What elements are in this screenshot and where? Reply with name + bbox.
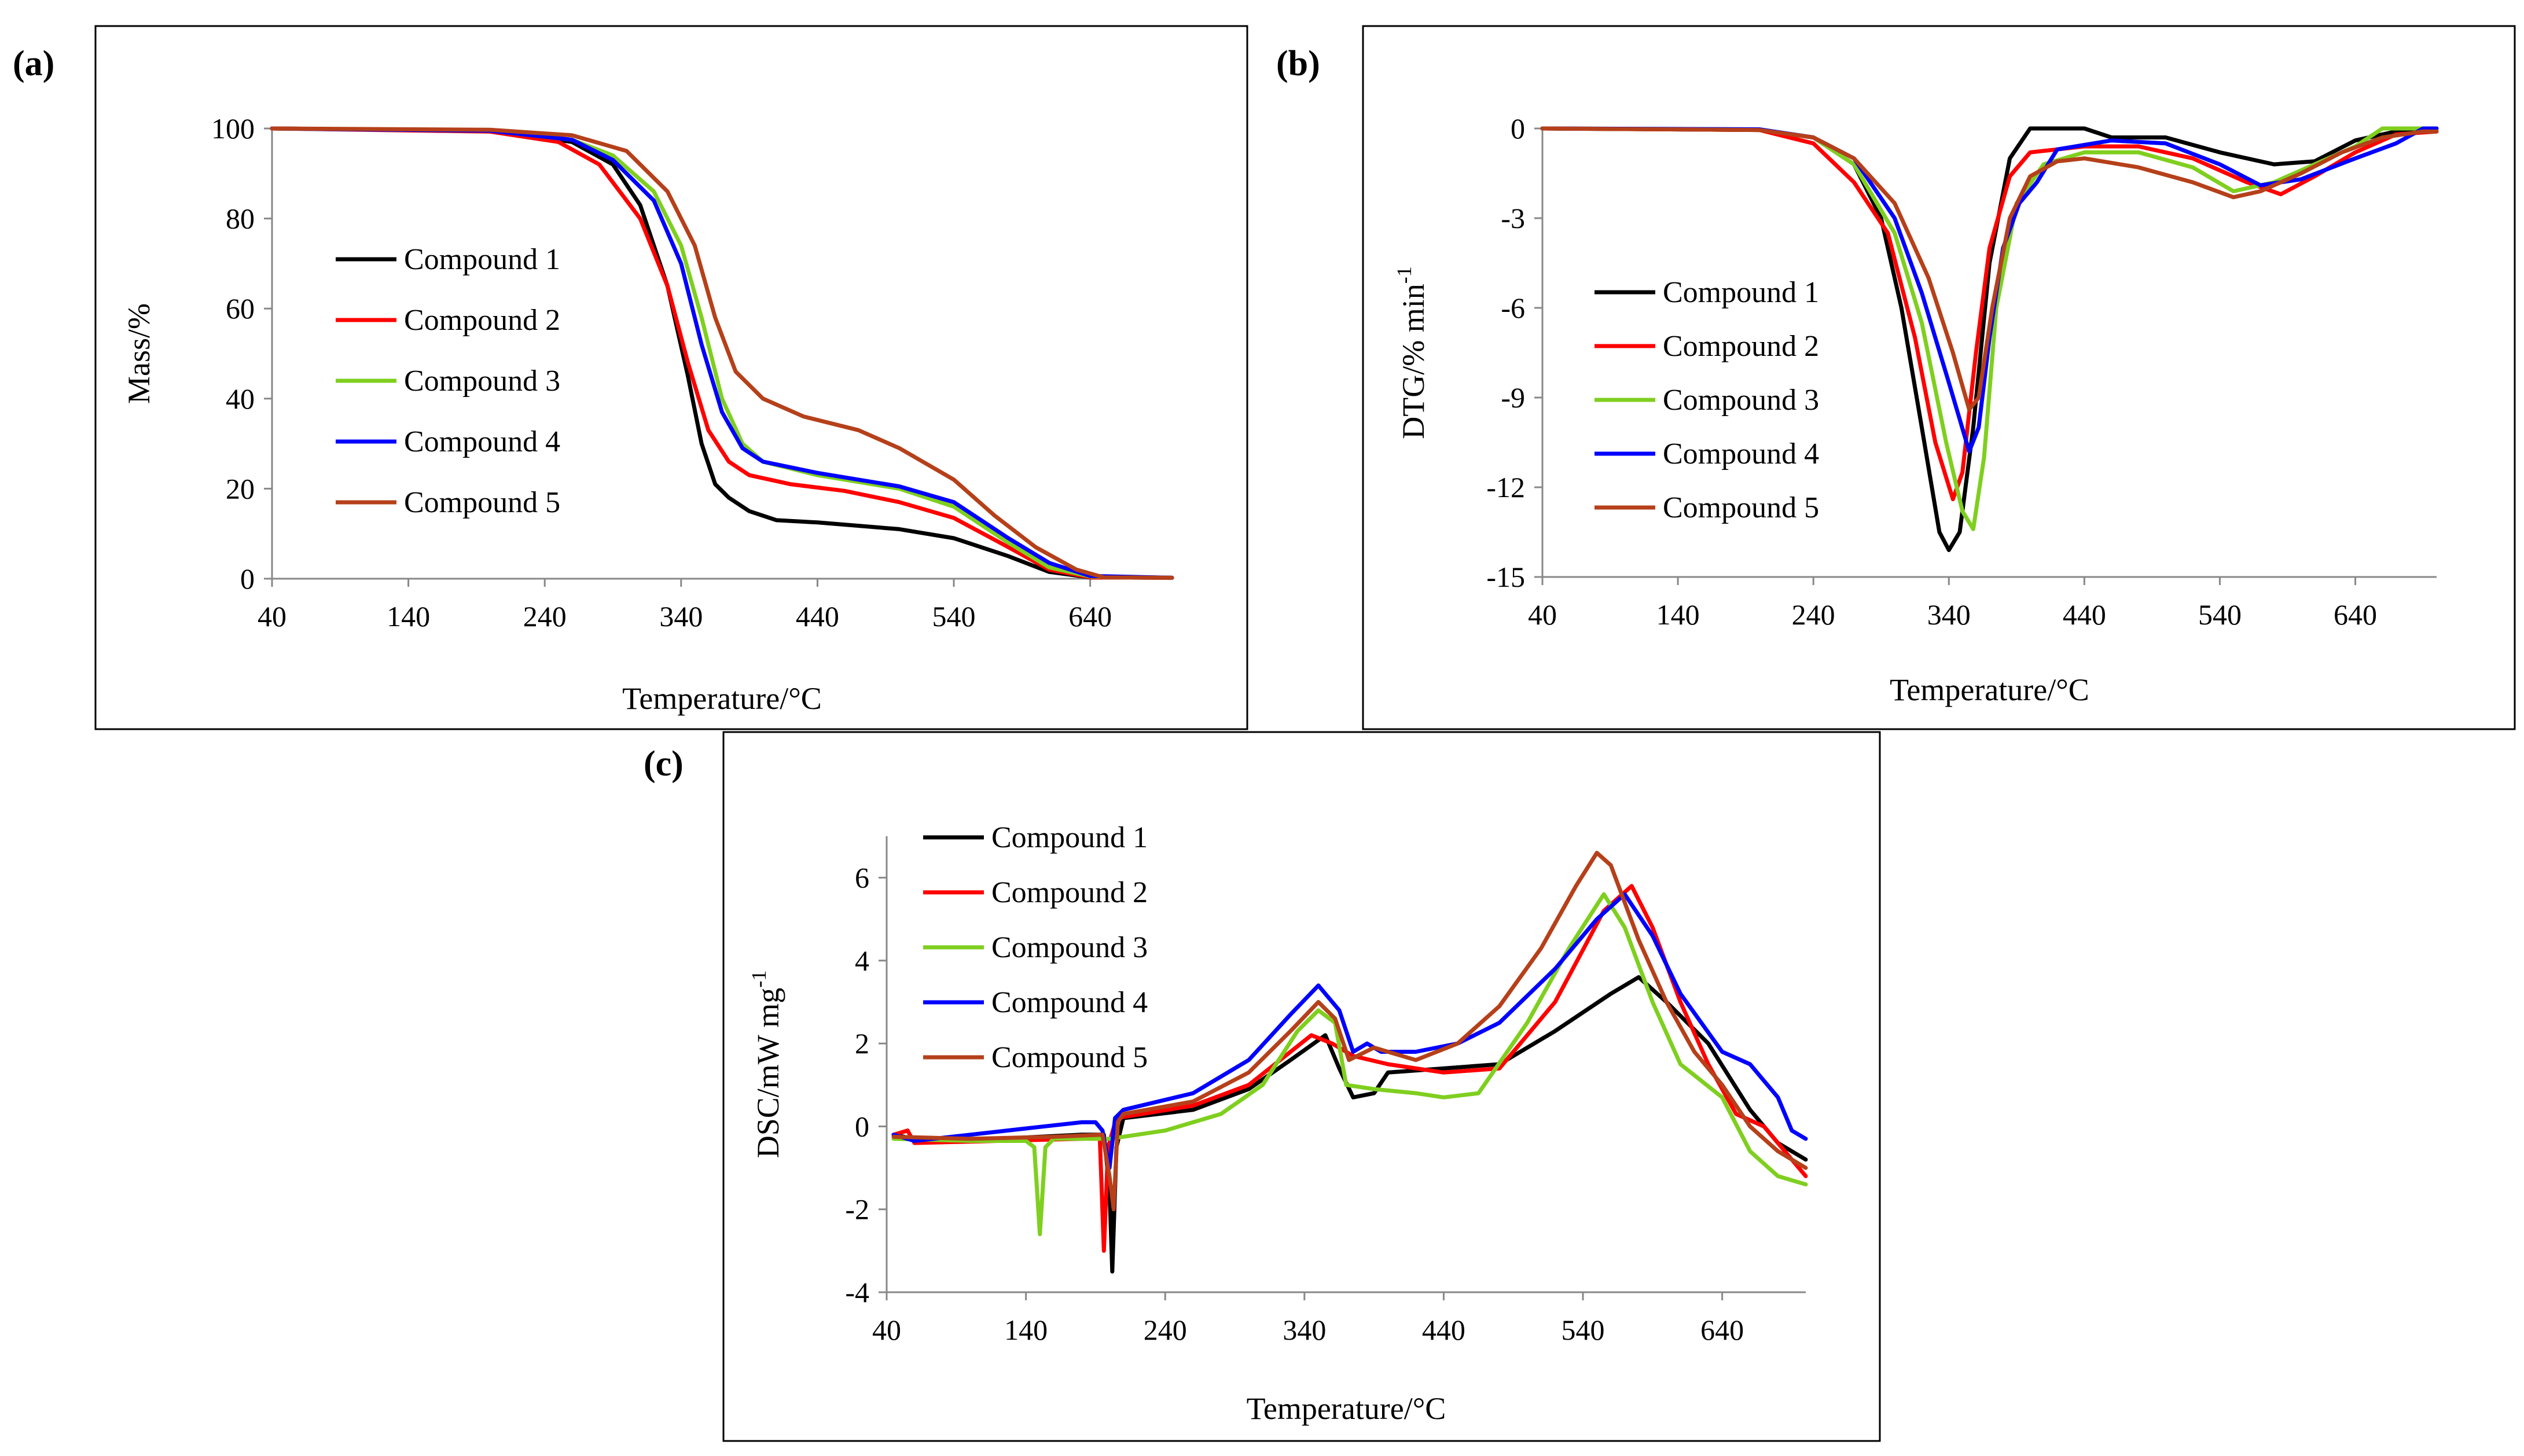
y-tick-label: 80 xyxy=(226,203,255,235)
series-line-compound-1 xyxy=(270,126,1174,580)
legend-label-compound-4: Compound 4 xyxy=(991,986,1148,1019)
series-line-compound-3 xyxy=(1540,126,2439,531)
y-tick-label: 6 xyxy=(855,862,869,894)
x-tick-label: 240 xyxy=(1792,598,1835,631)
y-tick-label: 100 xyxy=(211,112,255,145)
legend-label-compound-1: Compound 1 xyxy=(1663,276,1819,309)
y-tick-label: -9 xyxy=(1501,381,1525,414)
legend-label-compound-3: Compound 3 xyxy=(1663,384,1819,417)
x-tick-label: 140 xyxy=(1656,598,1700,631)
series-line-compound-2 xyxy=(270,126,1174,580)
legend-label-compound-5: Compound 5 xyxy=(1663,491,1819,524)
panel-a-tga: (a) 0 20 40 60 80 100 40 140 240 340 440 540 640 Temp… xyxy=(13,25,1248,730)
panel-a-frame xyxy=(94,25,1248,730)
y-tick-label: 20 xyxy=(226,472,255,505)
x-tick-label: 240 xyxy=(523,600,567,633)
x-tick-label: 440 xyxy=(2063,598,2106,631)
x-axis-title: Temperature/°C xyxy=(622,681,822,716)
y-axis-title: DSC/mW mg-1 xyxy=(747,970,785,1159)
panel-c-frame xyxy=(722,731,1881,1442)
y-tick-label: 0 xyxy=(240,562,255,595)
legend-label-compound-5: Compound 5 xyxy=(991,1041,1148,1074)
x-tick-label: 540 xyxy=(2198,598,2242,631)
y-tick-label: -6 xyxy=(1501,292,1525,324)
series-line-compound-4 xyxy=(891,892,1808,1170)
legend-label-compound-3: Compound 3 xyxy=(991,931,1148,964)
series-line-compound-5 xyxy=(270,126,1174,580)
series-line-compound-4 xyxy=(270,126,1174,580)
x-tick-label: 40 xyxy=(872,1314,901,1346)
y-tick-label: 40 xyxy=(226,383,255,415)
legend-label-compound-2: Compound 2 xyxy=(991,876,1148,909)
legend-label-compound-2: Compound 2 xyxy=(404,304,560,337)
legend-label-compound-5: Compound 5 xyxy=(404,486,560,519)
panel-b-frame xyxy=(1362,25,2516,730)
series-line-compound-5 xyxy=(891,851,1808,1212)
x-tick-label: 440 xyxy=(796,600,839,633)
panel-a-label: (a) xyxy=(13,44,54,83)
x-axis-title: Temperature/°C xyxy=(1247,1391,1446,1426)
x-tick-label: 640 xyxy=(1700,1314,1744,1346)
x-tick-label: 140 xyxy=(1004,1314,1048,1346)
y-tick-label: 0 xyxy=(855,1110,869,1142)
legend-label-compound-4: Compound 4 xyxy=(1663,437,1819,470)
y-tick-label: 2 xyxy=(855,1027,869,1060)
legend-label-compound-2: Compound 2 xyxy=(1663,330,1819,363)
legend-label-compound-4: Compound 4 xyxy=(404,425,560,458)
x-tick-label: 640 xyxy=(1068,600,1112,633)
legend-label-compound-3: Compound 3 xyxy=(404,365,560,398)
y-tick-label: -15 xyxy=(1486,561,1525,593)
y-tick-label: -2 xyxy=(845,1193,869,1226)
y-axis-title: Mass/% xyxy=(122,303,156,404)
y-tick-label: 60 xyxy=(226,292,255,325)
series-line-compound-3 xyxy=(270,126,1174,580)
x-tick-label: 640 xyxy=(2334,598,2377,631)
x-tick-label: 540 xyxy=(932,600,976,633)
x-tick-label: 240 xyxy=(1144,1314,1187,1346)
x-axis-title: Temperature/°C xyxy=(1890,672,2089,707)
y-tick-label: -3 xyxy=(1501,202,1525,234)
x-tick-label: 340 xyxy=(1927,598,1971,631)
legend-label-compound-1: Compound 1 xyxy=(991,821,1148,854)
legend-label-compound-1: Compound 1 xyxy=(404,243,560,276)
y-tick-label: 0 xyxy=(1511,112,1525,145)
panel-c-label: (c) xyxy=(644,744,684,784)
series-line-compound-5 xyxy=(1540,126,2439,412)
x-tick-label: 40 xyxy=(1528,598,1557,631)
series-line-compound-3 xyxy=(891,892,1808,1237)
x-tick-label: 140 xyxy=(387,600,430,633)
y-tick-label: -4 xyxy=(845,1276,869,1308)
y-tick-label: 4 xyxy=(855,944,869,977)
series-line-compound-2 xyxy=(1540,126,2439,502)
y-axis-title: DTG/% min-1 xyxy=(1393,266,1431,439)
series-line-compound-1 xyxy=(891,975,1808,1274)
x-tick-label: 540 xyxy=(1562,1314,1605,1346)
x-tick-label: 340 xyxy=(1283,1314,1326,1346)
panel-b-dtg: (b) -15 -12 -9 -6 -3 0 40 140 240 340 440 540 640 Tem… xyxy=(1276,25,2516,730)
y-tick-label: -12 xyxy=(1486,471,1525,503)
panel-b-label: (b) xyxy=(1276,44,1320,83)
x-tick-label: 40 xyxy=(258,600,286,633)
x-tick-label: 340 xyxy=(659,600,703,633)
x-tick-label: 440 xyxy=(1422,1314,1465,1346)
